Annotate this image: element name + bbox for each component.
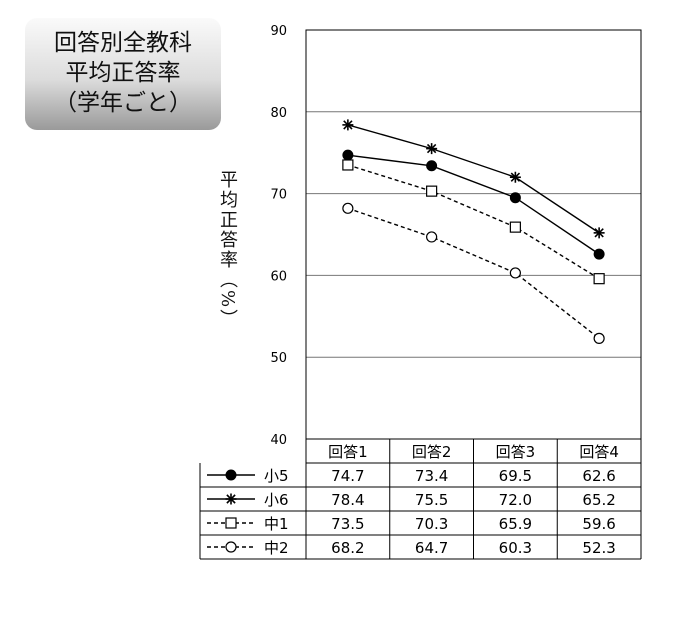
title-line-3: （学年ごと） [54, 90, 192, 116]
series-line-中2 [347, 207, 600, 339]
table-value: 73.5 [331, 515, 364, 533]
series-line-中1 [347, 164, 600, 280]
table-value: 52.3 [582, 539, 615, 557]
series-line-小6 [347, 124, 600, 234]
table-value: 74.7 [331, 467, 364, 485]
data-point-小6 [509, 171, 521, 183]
data-point-小6 [593, 227, 605, 239]
data-point-小5 [509, 192, 521, 204]
table-value: 68.2 [331, 539, 364, 557]
category-label: 回答2 [412, 443, 452, 461]
table-value: 65.2 [582, 491, 615, 509]
data-point-中2 [509, 267, 521, 279]
table-value: 75.5 [415, 491, 448, 509]
legend-marker [225, 493, 237, 505]
y-tick-label: 90 [270, 24, 287, 39]
y-tick-label: 70 [270, 188, 287, 203]
legend-marker [225, 517, 237, 529]
category-label: 回答4 [579, 443, 619, 461]
table-value: 70.3 [415, 515, 448, 533]
legend-series-name: 小5 [264, 467, 289, 485]
data-point-中2 [593, 332, 605, 344]
data-point-中1 [426, 185, 438, 197]
data-point-中2 [426, 231, 438, 243]
plot-border [305, 29, 642, 440]
title-line-1: 回答別全教科 [54, 30, 192, 56]
table-value: 69.5 [499, 467, 532, 485]
data-point-小6 [342, 119, 354, 131]
y-tick-label: 40 [270, 433, 287, 448]
table-value: 72.0 [499, 491, 532, 509]
table-value: 78.4 [331, 491, 364, 509]
data-point-中1 [509, 221, 521, 233]
data-point-中1 [342, 159, 354, 171]
y-axis-label: 平均正答率（%） [217, 170, 238, 330]
table-value: 62.6 [582, 467, 615, 485]
data-point-中1 [593, 273, 605, 285]
table-value: 73.4 [415, 467, 448, 485]
legend-series-name: 中2 [264, 539, 289, 557]
y-tick-label: 60 [270, 269, 287, 284]
y-tick-label: 80 [270, 106, 287, 121]
y-tick-label: 50 [270, 351, 287, 366]
data-point-小5 [342, 149, 354, 161]
data-point-小6 [426, 143, 438, 155]
data-point-小5 [593, 248, 605, 260]
data-point-中2 [342, 202, 354, 214]
chart-title-box: 回答別全教科 平均正答率 （学年ごと） [25, 18, 221, 130]
category-label: 回答1 [328, 443, 368, 461]
title-line-2: 平均正答率 [65, 60, 181, 86]
legend-series-name: 中1 [264, 515, 289, 533]
table-value: 65.9 [499, 515, 532, 533]
table-value: 59.6 [582, 515, 615, 533]
category-label: 回答3 [496, 443, 536, 461]
legend-marker [225, 469, 237, 481]
legend-marker [225, 541, 237, 553]
table-value: 60.3 [499, 539, 532, 557]
table-value: 64.7 [415, 539, 448, 557]
series-line-小5 [347, 154, 600, 255]
legend-series-name: 小6 [264, 491, 289, 509]
data-point-小5 [426, 160, 438, 172]
